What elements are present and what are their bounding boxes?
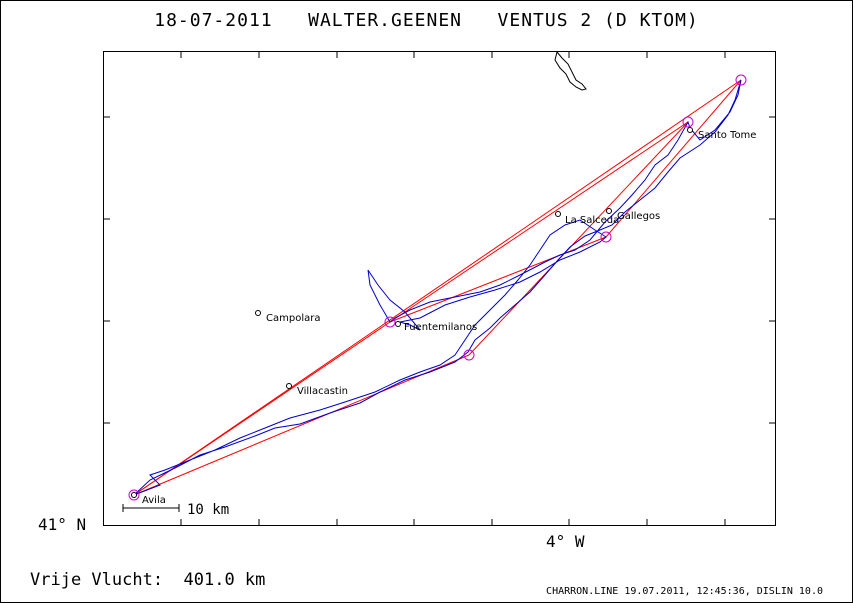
place-marker-gallegos [606,208,612,214]
turnpoint-gallegos [600,231,612,243]
scale-bar-label: 10 km [187,502,229,518]
boundary-outline [554,50,587,91]
map-plot-area [103,51,776,526]
place-label-campolara: Campolara [266,313,320,324]
place-label-avila: Avila [142,495,166,506]
longitude-label: 4° W [546,532,585,551]
place-label-santo-tome: Santo Tome [698,130,756,141]
place-marker-la-salceda [555,211,561,217]
flight-track [133,79,742,496]
place-marker-santo-tome [687,127,693,133]
place-marker-fuentemilanos [395,321,401,327]
task-lines [133,79,742,496]
place-markers [131,127,693,498]
place-label-gallegos: Gallegos [617,211,660,222]
distance-summary: Vrije Vlucht: 401.0 km [30,570,266,590]
turnpoints [128,74,747,501]
turnpoint-start-north [735,74,747,86]
place-label-la-salceda: La Salceda [565,215,619,226]
axis-ticks [103,51,776,526]
place-marker-avila [131,492,137,498]
scale-bar [122,504,180,512]
flight-title: 18-07-2011 WALTER.GEENEN VENTUS 2 (D KTO… [154,10,699,31]
turnpoint-santo-tome [682,116,694,128]
turnpoint-south [463,349,475,361]
turnpoint-fuentemilanos [384,316,396,328]
latitude-label: 41° N [38,515,87,534]
place-label-villacastin: Villacastin [297,386,348,397]
place-marker-campolara [255,310,261,316]
credit-line: CHARRON.LINE 19.07.2011, 12:45:36, DISLI… [546,586,823,597]
place-label-fuentemilanos: Fuentemilanos [404,322,477,333]
place-marker-villacastin [286,383,292,389]
turnpoint-avila [128,489,140,501]
